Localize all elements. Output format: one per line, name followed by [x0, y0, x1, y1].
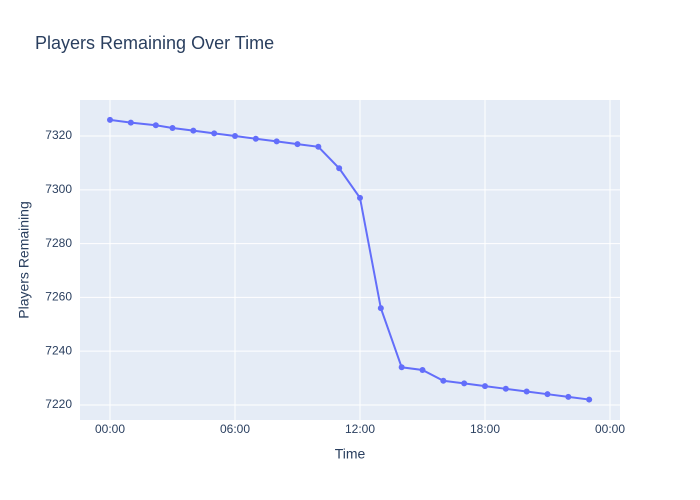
data-point	[586, 396, 593, 403]
data-point	[107, 116, 113, 123]
chart-title: Players Remaining Over Time	[35, 33, 274, 53]
plot-area	[80, 100, 620, 420]
data-point	[482, 383, 488, 390]
x-tick-label: 00:00	[95, 422, 125, 436]
data-point	[294, 141, 301, 148]
y-tick-label: 7300	[45, 182, 72, 196]
data-point	[336, 165, 343, 172]
data-point	[377, 305, 384, 312]
y-tick-label: 7320	[45, 128, 72, 142]
x-tick-label: 00:00	[595, 422, 625, 436]
y-tick-label: 7240	[45, 343, 72, 357]
x-tick-label: 18:00	[470, 422, 500, 436]
data-point	[461, 380, 468, 387]
data-point	[127, 119, 134, 126]
series-line	[109, 118, 590, 401]
data-point	[169, 124, 176, 131]
data-point	[523, 388, 530, 395]
y-tick-label: 7280	[45, 236, 72, 250]
data-point	[190, 127, 197, 134]
data-point	[315, 143, 322, 150]
y-axis-title: Players Remaining	[16, 201, 32, 319]
data-point	[152, 122, 159, 129]
data-point	[357, 194, 363, 201]
data-point	[398, 364, 405, 371]
data-point	[544, 391, 551, 398]
x-tick-label: 12:00	[345, 422, 375, 436]
data-point	[502, 385, 509, 392]
data-point	[565, 393, 572, 400]
data-point	[211, 130, 218, 137]
y-tick-label: 7260	[45, 290, 72, 304]
data-point	[252, 135, 259, 142]
data-point	[419, 366, 426, 373]
data-point	[273, 138, 280, 145]
x-tick-label: 06:00	[220, 422, 250, 436]
y-tick-label: 7220	[45, 397, 72, 411]
data-point	[232, 133, 238, 140]
x-axis-title: Time	[335, 446, 366, 462]
data-point	[440, 377, 447, 384]
